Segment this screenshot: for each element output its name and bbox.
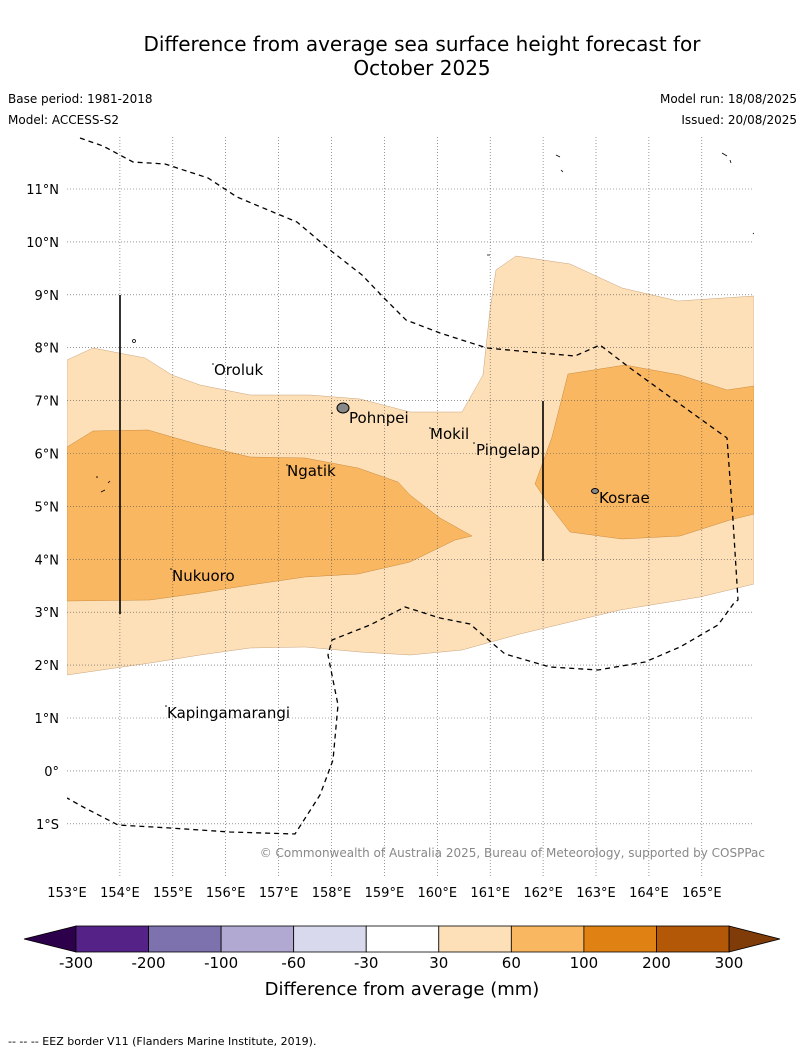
lon-label: 165°E	[682, 886, 722, 901]
map-grid	[67, 137, 754, 877]
island-dot	[473, 442, 475, 444]
pohnpei-island	[336, 402, 350, 414]
place-pingelap: Pingelap	[476, 441, 540, 459]
lon-label: 156°E	[206, 886, 246, 901]
model-run: Model run: 18/08/2025	[659, 92, 797, 106]
colorbar-tick-label: -30	[354, 954, 379, 972]
lat-label: 1°S	[36, 818, 59, 833]
place-kapingamarangi: Kapingamarangi	[167, 704, 290, 722]
place-oroluk: Oroluk	[214, 361, 263, 379]
map-plot-area: Oroluk Pohnpei Mokil Pingelap Ngatik Kos…	[67, 137, 754, 877]
island-dot	[170, 568, 172, 570]
place-ngatik: Ngatik	[287, 462, 336, 480]
lat-label: 7°N	[35, 395, 60, 410]
colorbar-tick-label: -60	[281, 954, 306, 972]
lon-label: 160°E	[418, 886, 458, 901]
colorbar-tick-label: -100	[204, 954, 238, 972]
colorbar	[23, 925, 781, 953]
lon-label: 157°E	[259, 886, 299, 901]
colorbar-tick-label: -200	[132, 954, 166, 972]
colorbar-tick-label: 30	[429, 954, 448, 972]
lat-label: 10°N	[26, 236, 59, 251]
island-dot	[96, 476, 98, 478]
colorbar-segment	[656, 925, 730, 953]
colorbar-segment	[148, 925, 222, 953]
colorbar-ticks: -300 -200 -100 -60 -30 30 60 100 200 300	[59, 954, 743, 972]
island-dot	[429, 427, 431, 429]
lat-label: 6°N	[35, 448, 60, 463]
colorbar-segment	[365, 925, 440, 953]
colorbar-tick-label: 200	[642, 954, 671, 972]
lon-label: 161°E	[470, 886, 510, 901]
issued-date: Issued: 20/08/2025	[681, 113, 797, 127]
lat-label: 9°N	[35, 289, 60, 304]
island-dot	[100, 480, 111, 493]
place-kosrae: Kosrae	[599, 489, 650, 507]
kosrae-island	[591, 488, 599, 494]
place-pohnpei: Pohnpei	[349, 409, 409, 427]
lon-label: 163°E	[576, 886, 616, 901]
longitude-labels: 153°E 154°E 155°E 156°E 157°E 158°E 159°E 160°E…	[47, 886, 721, 901]
island-dot	[721, 152, 732, 164]
colorbar-title: Difference from average (mm)	[265, 979, 540, 1000]
colorbar-tick-label: 60	[502, 954, 521, 972]
island-dot	[165, 705, 167, 707]
place-mokil: Mokil	[430, 425, 469, 443]
island-dot	[555, 154, 564, 173]
lon-label: 159°E	[365, 886, 405, 901]
base-period: Base period: 1981-2018	[8, 92, 153, 106]
lat-label: 1°N	[35, 712, 60, 727]
copyright-text: © Commonwealth of Australia 2025, Bureau…	[260, 846, 765, 860]
island-dot	[487, 232, 754, 256]
colorbar-under-arrow	[23, 925, 77, 953]
title-line-2: October 2025	[353, 56, 491, 80]
lon-label: 155°E	[153, 886, 193, 901]
lat-label: 0°	[44, 765, 59, 780]
map-title: Difference from average sea surface heig…	[0, 32, 804, 80]
island-dot	[331, 412, 333, 414]
lat-label: 2°N	[35, 659, 60, 674]
anomaly-band-60-100-west	[67, 429, 473, 602]
lat-label: 5°N	[35, 500, 60, 515]
lon-label: 162°E	[523, 886, 563, 901]
lon-label: 154°E	[100, 886, 140, 901]
model-label: Model: ACCESS-S2	[8, 113, 120, 127]
lat-label: 8°N	[35, 342, 60, 357]
colorbar-segment	[510, 925, 585, 953]
lon-label: 158°E	[312, 886, 352, 901]
island-dot	[286, 464, 288, 466]
colorbar-segment	[438, 925, 512, 953]
colorbar-over-arrow	[728, 925, 781, 953]
place-nukuoro: Nukuoro	[172, 567, 235, 585]
eez-legend-footer: -- -- -- EEZ border V11 (Flanders Marine…	[8, 1035, 317, 1048]
latitude-labels: 11°N 10°N 9°N 8°N 7°N 6°N 5°N 4°N 3°N 2°N 1°N 0° 1°S	[26, 183, 59, 833]
colorbar-segment	[220, 925, 295, 953]
colorbar-segment	[293, 925, 367, 953]
island-dot	[212, 363, 214, 365]
anomaly-band-60-100-east	[534, 364, 754, 540]
lon-label: 153°E	[47, 886, 87, 901]
lat-label: 11°N	[26, 183, 59, 198]
colorbar-segment	[583, 925, 657, 953]
island-dot	[132, 339, 136, 343]
colorbar-segment	[75, 925, 149, 953]
colorbar-tick-label: 100	[570, 954, 599, 972]
lon-label: 164°E	[629, 886, 669, 901]
colorbar-tick-label: -300	[59, 954, 93, 972]
title-line-1: Difference from average sea surface heig…	[143, 32, 701, 56]
colorbar-tick-label: 300	[715, 954, 744, 972]
lat-label: 4°N	[35, 553, 60, 568]
lat-label: 3°N	[35, 606, 60, 621]
